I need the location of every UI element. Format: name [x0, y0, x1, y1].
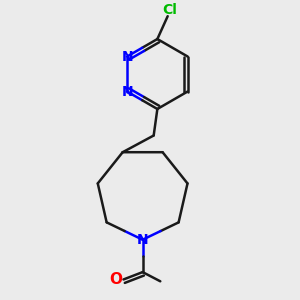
Text: Cl: Cl [162, 3, 177, 16]
Text: N: N [121, 85, 133, 98]
Text: N: N [121, 50, 133, 64]
Text: O: O [109, 272, 122, 287]
Text: N: N [137, 233, 148, 247]
